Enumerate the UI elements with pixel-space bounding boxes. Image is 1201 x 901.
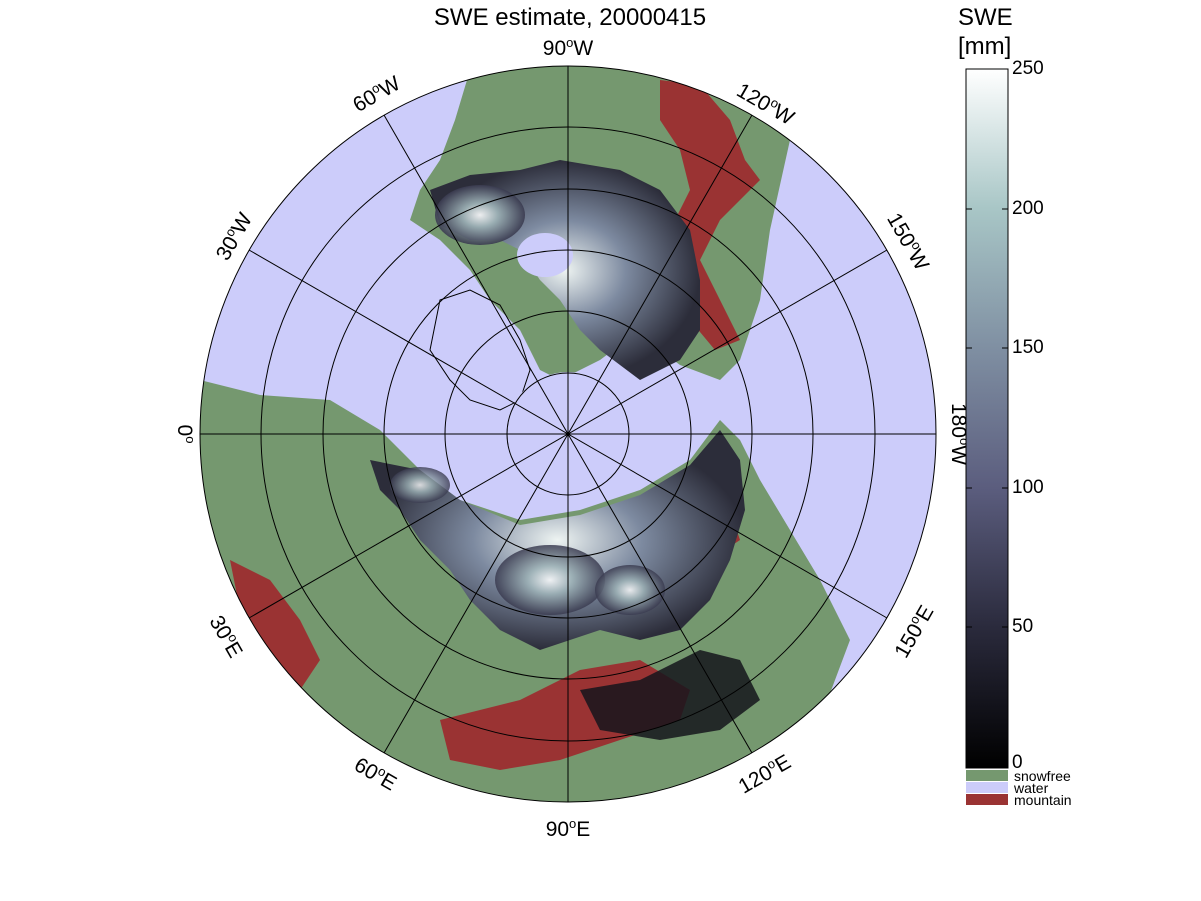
colorbar-tick-marks (966, 208, 1008, 628)
colorbar-tick-200: 200 (1012, 198, 1044, 219)
legend-swatch-snowfree (966, 770, 1008, 781)
snow-peak-siberia (495, 545, 605, 615)
lon-label-30e: 30oE (205, 611, 249, 662)
lon-label-90w: 90oW (543, 35, 594, 60)
legend-label-snowfree: snowfree (1014, 768, 1071, 784)
legend-swatch-water (966, 782, 1008, 793)
colorbar-tick-250: 250 (1012, 58, 1044, 79)
legend-label-mountain: mountain (1014, 792, 1072, 808)
graticule (200, 66, 936, 802)
lon-label-0: 0o (173, 425, 198, 444)
lon-label-180w: 180oW (947, 403, 972, 465)
europe-mountain (230, 560, 320, 690)
colorbar-title-line2: [mm] (958, 33, 1012, 60)
hudson-bay (517, 233, 573, 277)
snow-peak-east-siberia (595, 565, 665, 615)
colorbar-title-line1: SWE (958, 4, 1013, 31)
lon-label-90e: 90oE (546, 816, 591, 841)
colorbar-tick-100: 100 (1012, 477, 1044, 498)
legend-label-water: water (1014, 780, 1049, 796)
colorbar-tick-150: 150 (1012, 337, 1044, 358)
snow-peak-labrador (435, 185, 525, 245)
lon-label-150e: 150oE (889, 601, 939, 662)
colorbar (965, 68, 1009, 805)
colorbar-tick-0: 0 (1012, 752, 1023, 773)
central-asia-low-swe (580, 650, 760, 740)
snow-peak-scandinavia (390, 467, 450, 503)
legend-swatch-mountain (966, 794, 1008, 805)
colorbar-tick-50: 50 (1012, 616, 1034, 637)
map-boundary (199, 65, 937, 803)
figure-title: SWE estimate, 20000415 (433, 4, 707, 31)
colorbar-gradient (965, 68, 1009, 769)
